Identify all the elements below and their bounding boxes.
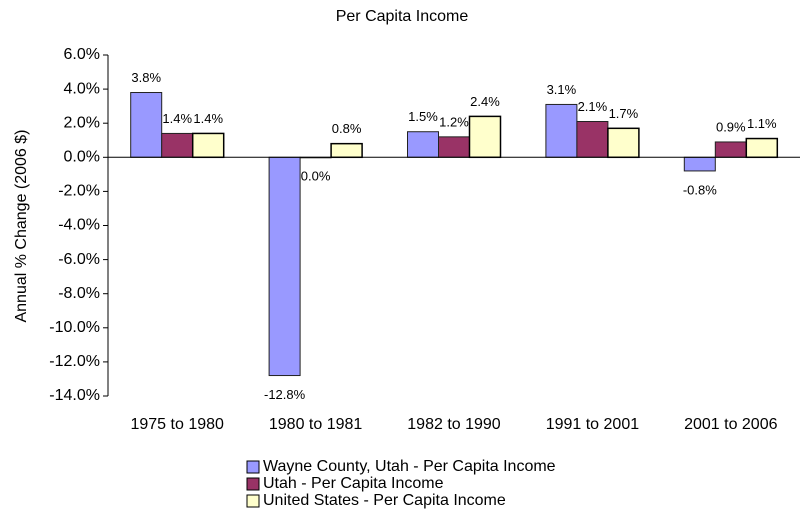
bar — [545, 103, 578, 158]
bar — [130, 92, 163, 158]
data-label: 3.1% — [547, 82, 577, 97]
legend-swatch — [246, 460, 260, 474]
bar — [714, 141, 747, 158]
data-label: 1.7% — [609, 106, 639, 121]
y-tick-label: 0.0% — [64, 149, 100, 166]
y-tick-label: -8.0% — [58, 285, 100, 302]
bar — [268, 156, 301, 377]
bar — [683, 156, 716, 172]
y-tick-label: -2.0% — [58, 183, 100, 200]
y-tick-label: -10.0% — [49, 319, 100, 336]
data-label: 1.1% — [747, 116, 777, 131]
data-label: 1.2% — [439, 114, 469, 129]
y-tick-label: 4.0% — [64, 80, 100, 97]
y-tick-label: -12.0% — [49, 353, 100, 370]
data-label: -0.8% — [683, 182, 717, 197]
bar — [161, 132, 194, 158]
bar — [607, 127, 640, 159]
x-tick-label: 1991 to 2001 — [546, 416, 640, 433]
x-tick-label: 1982 to 1990 — [407, 416, 501, 433]
y-axis-label: Annual % Change (2006 $) — [13, 129, 30, 322]
data-label: 0.8% — [332, 121, 362, 136]
bar — [407, 131, 439, 158]
bar — [468, 115, 502, 159]
legend-swatch — [246, 477, 260, 491]
bar — [438, 136, 470, 158]
x-tick-label: 2001 to 2006 — [684, 416, 778, 433]
x-tick-label: 1975 to 1980 — [130, 416, 224, 433]
y-tick-label: -4.0% — [58, 217, 100, 234]
bar — [191, 132, 225, 159]
data-label: 2.1% — [578, 99, 608, 114]
bar — [330, 142, 363, 159]
data-label: 2.4% — [470, 94, 500, 109]
bar — [576, 120, 609, 158]
data-label: 1.4% — [162, 111, 192, 126]
data-label: 0.9% — [716, 119, 746, 134]
legend-label: United States - Per Capita Income — [263, 492, 506, 509]
data-label: 1.5% — [408, 109, 438, 124]
legend-label: Utah - Per Capita Income — [263, 475, 444, 492]
data-label: -12.8% — [264, 387, 306, 402]
y-tick-label: -14.0% — [49, 387, 100, 404]
data-label: 1.4% — [193, 111, 223, 126]
y-tick-label: -6.0% — [58, 251, 100, 268]
y-tick-label: 6.0% — [64, 46, 100, 63]
legend-label: Wayne County, Utah - Per Capita Income — [263, 458, 556, 475]
bar — [745, 137, 779, 159]
x-tick-label: 1980 to 1981 — [269, 416, 363, 433]
y-tick-label: 2.0% — [64, 114, 100, 131]
data-label: 0.0% — [301, 169, 331, 184]
legend-swatch — [246, 494, 260, 508]
data-label: 3.8% — [131, 70, 161, 85]
chart-title: Per Capita Income — [336, 8, 469, 25]
